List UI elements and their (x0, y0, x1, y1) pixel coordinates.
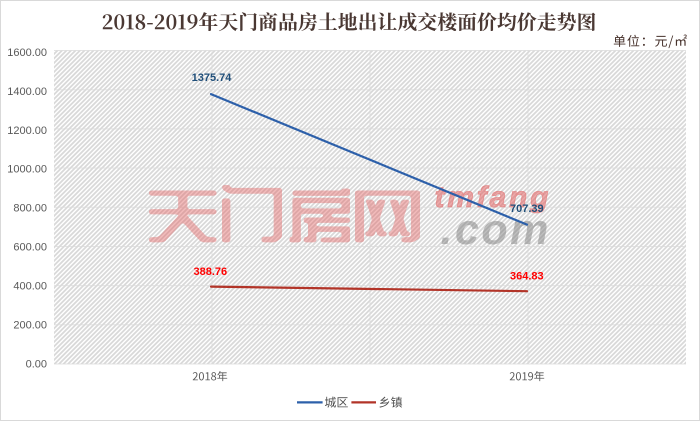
svg-text:800.00: 800.00 (13, 203, 47, 215)
svg-text:1000.00: 1000.00 (7, 164, 47, 176)
svg-text:1600.00: 1600.00 (7, 47, 47, 59)
svg-text:200.00: 200.00 (13, 319, 47, 331)
svg-text:1400.00: 1400.00 (7, 86, 47, 98)
svg-text:707.39: 707.39 (510, 203, 544, 215)
svg-text:600.00: 600.00 (13, 242, 47, 254)
svg-text:1375.74: 1375.74 (192, 72, 233, 84)
svg-text:0.00: 0.00 (26, 358, 47, 370)
svg-text:1200.00: 1200.00 (7, 125, 47, 137)
svg-text:.com: .com (441, 206, 551, 254)
svg-text:400.00: 400.00 (13, 280, 47, 292)
svg-text:388.76: 388.76 (193, 266, 227, 278)
svg-text:364.83: 364.83 (510, 271, 544, 283)
